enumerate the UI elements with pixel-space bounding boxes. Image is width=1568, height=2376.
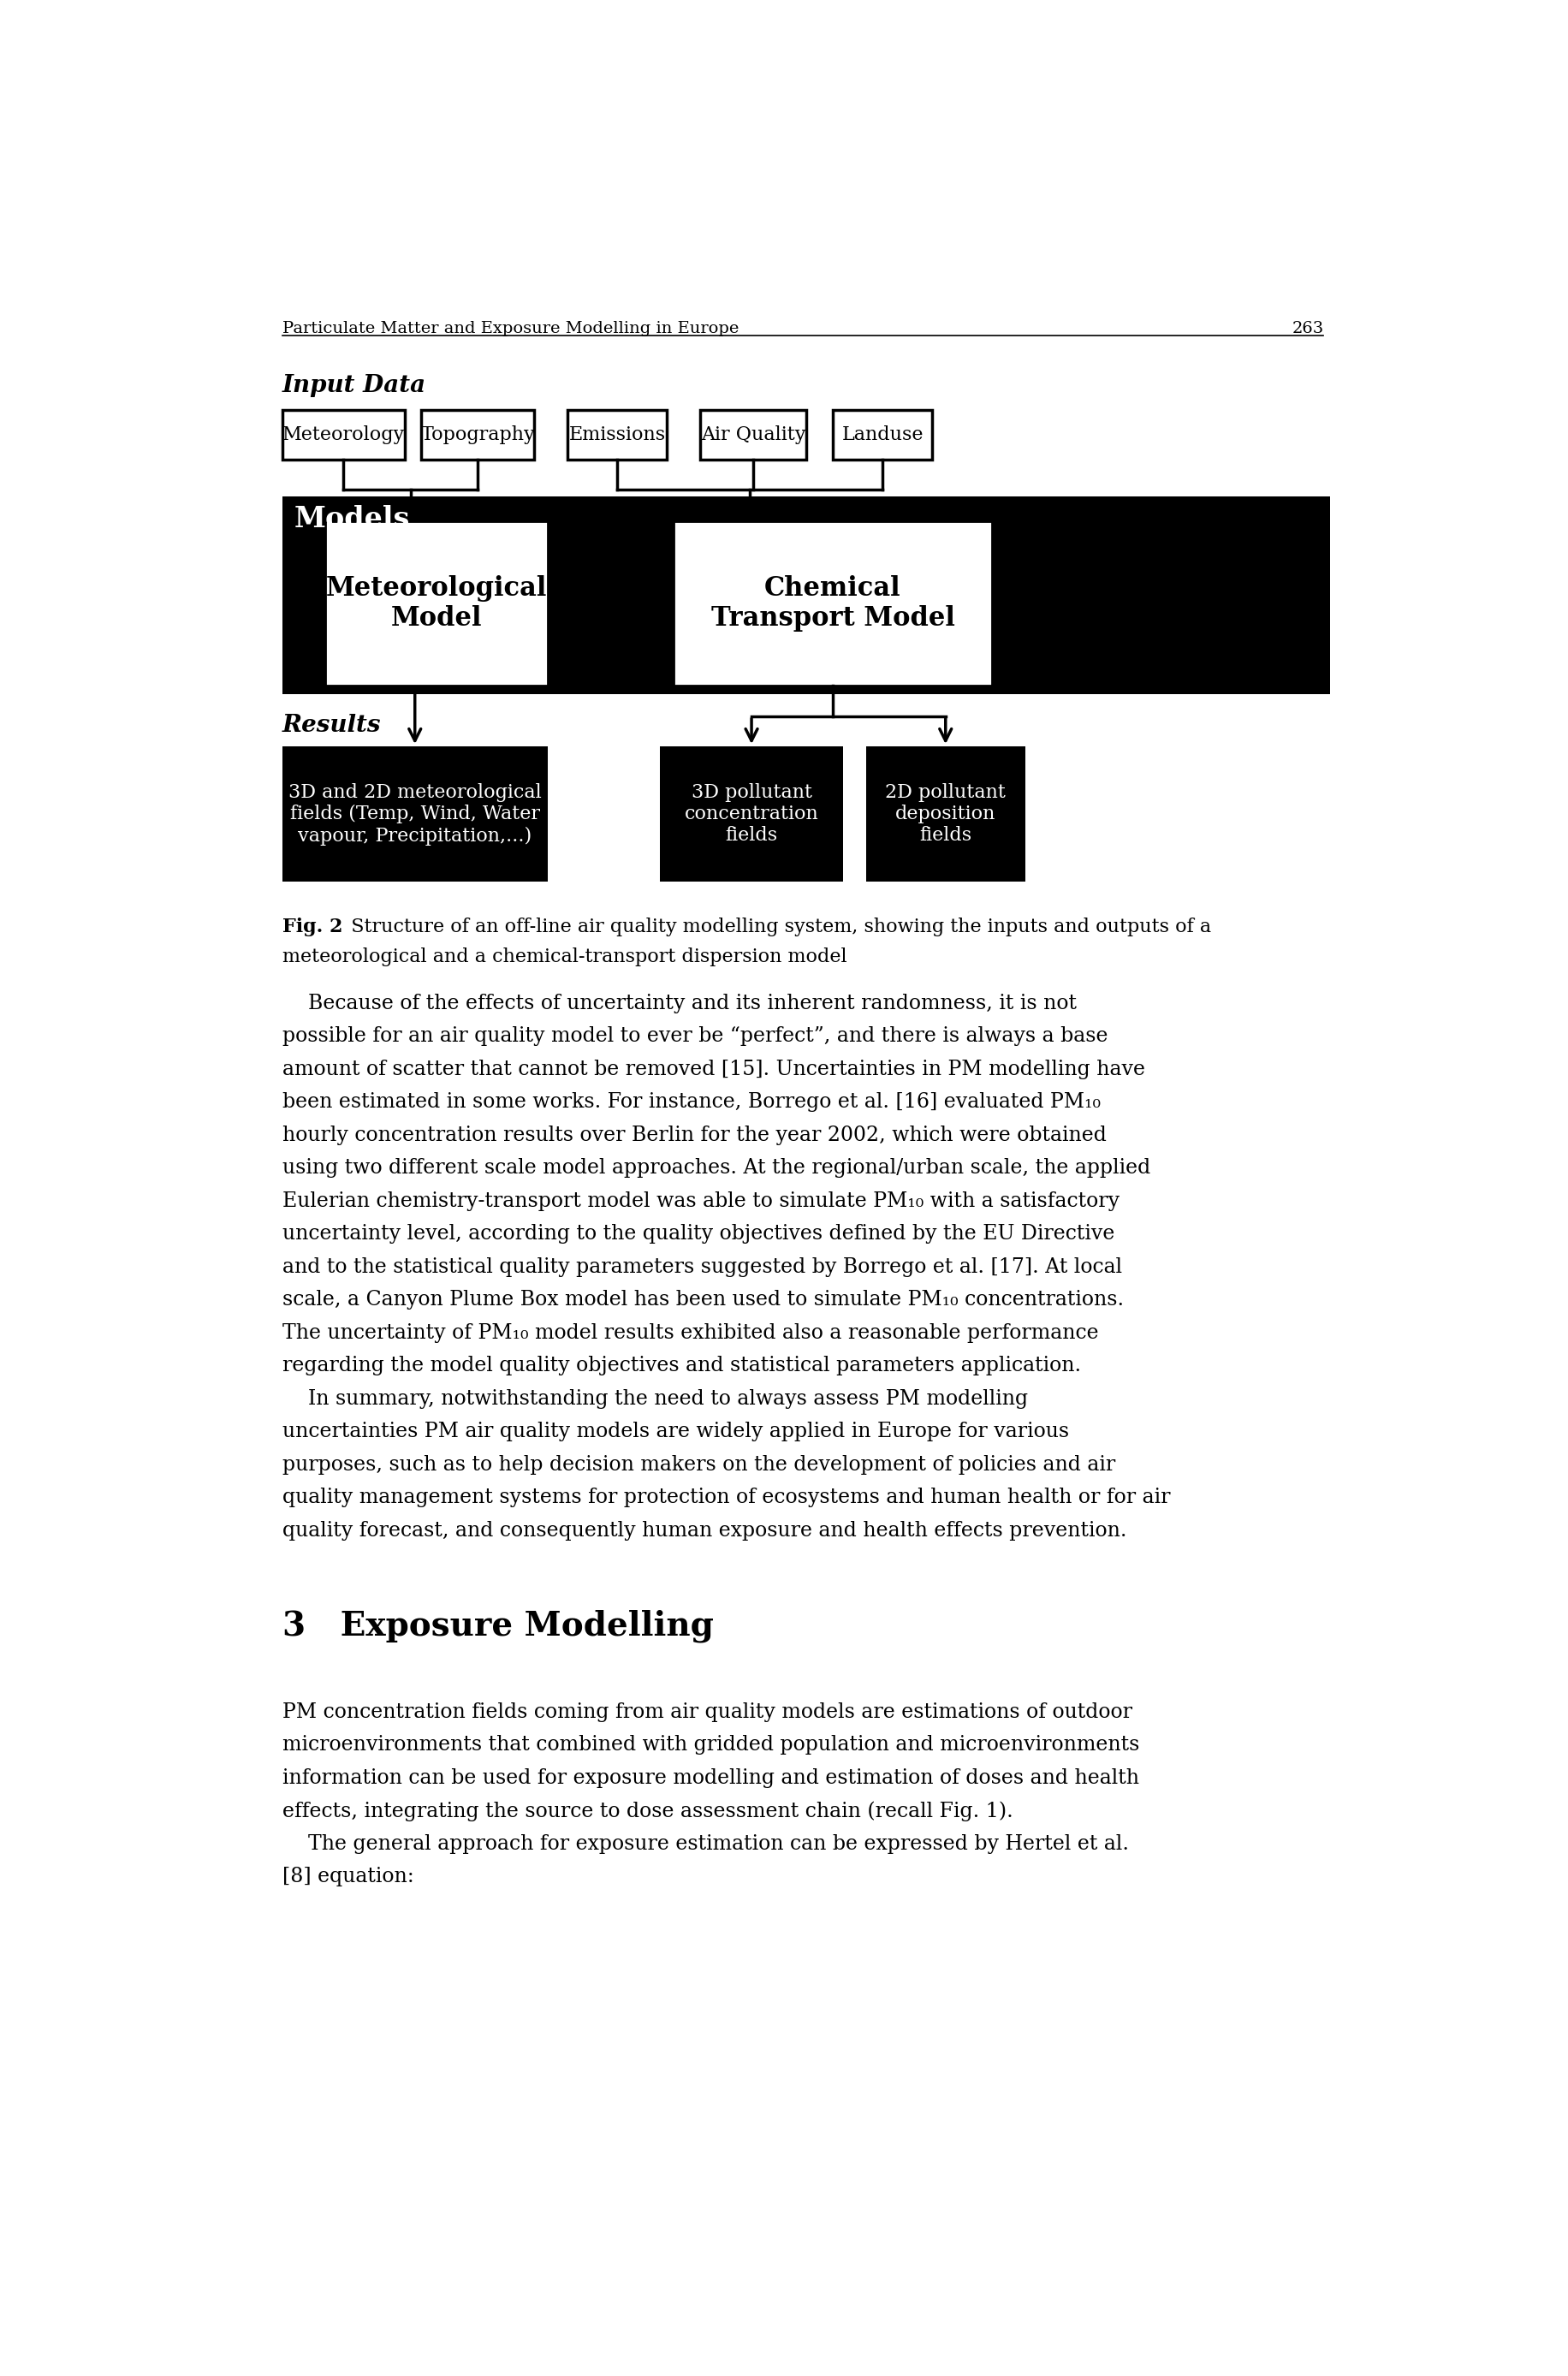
- Text: The uncertainty of PM₁₀ model results exhibited also a reasonable performance: The uncertainty of PM₁₀ model results ex…: [282, 1323, 1099, 1342]
- Text: Meteorology: Meteorology: [282, 425, 405, 444]
- Text: Structure of an off-line air quality modelling system, showing the inputs and ou: Structure of an off-line air quality mod…: [339, 917, 1210, 936]
- Text: Fig. 2: Fig. 2: [282, 917, 342, 936]
- Text: and to the statistical quality parameters suggested by Borrego et al. [17]. At l: and to the statistical quality parameter…: [282, 1257, 1123, 1276]
- Text: possible for an air quality model to ever be “perfect”, and there is always a ba: possible for an air quality model to eve…: [282, 1026, 1107, 1045]
- Text: Emissions: Emissions: [569, 425, 666, 444]
- Text: scale, a Canyon Plume Box model has been used to simulate PM₁₀ concentrations.: scale, a Canyon Plume Box model has been…: [282, 1290, 1124, 1309]
- Text: 263: 263: [1292, 321, 1323, 337]
- Text: 3D and 2D meteorological
fields (Temp, Wind, Water
vapour, Precipitation,...): 3D and 2D meteorological fields (Temp, W…: [289, 782, 541, 846]
- Text: Results: Results: [282, 713, 381, 737]
- Text: 3   Exposure Modelling: 3 Exposure Modelling: [282, 1611, 713, 1642]
- Text: 2D pollutant
deposition
fields: 2D pollutant deposition fields: [886, 782, 1005, 846]
- Text: Topography: Topography: [420, 425, 535, 444]
- Text: Landuse: Landuse: [842, 425, 924, 444]
- Text: regarding the model quality objectives and statistical parameters application.: regarding the model quality objectives a…: [282, 1357, 1080, 1376]
- Bar: [282, 411, 405, 461]
- Text: quality management systems for protection of ecosystems and human health or for : quality management systems for protectio…: [282, 1487, 1170, 1506]
- Bar: [674, 520, 993, 687]
- Text: [8] equation:: [8] equation:: [282, 1868, 414, 1887]
- Text: uncertainties PM air quality models are widely applied in Europe for various: uncertainties PM air quality models are …: [282, 1421, 1069, 1442]
- Bar: [833, 411, 933, 461]
- Text: Because of the effects of uncertainty and its inherent randomness, it is not: Because of the effects of uncertainty an…: [282, 993, 1077, 1012]
- Text: meteorological and a chemical-transport dispersion model: meteorological and a chemical-transport …: [282, 948, 847, 967]
- Bar: [325, 520, 547, 687]
- Text: hourly concentration results over Berlin for the year 2002, which were obtained: hourly concentration results over Berlin…: [282, 1126, 1107, 1145]
- Text: using two different scale model approaches. At the regional/urban scale, the app: using two different scale model approach…: [282, 1159, 1151, 1178]
- Bar: [701, 411, 806, 461]
- Text: uncertainty level, according to the quality objectives defined by the EU Directi: uncertainty level, according to the qual…: [282, 1224, 1115, 1245]
- Text: In summary, notwithstanding the need to always assess PM modelling: In summary, notwithstanding the need to …: [282, 1390, 1027, 1409]
- Text: information can be used for exposure modelling and estimation of doses and healt: information can be used for exposure mod…: [282, 1768, 1138, 1787]
- Bar: [568, 411, 666, 461]
- Text: been estimated in some works. For instance, Borrego et al. [16] evaluated PM₁₀: been estimated in some works. For instan…: [282, 1093, 1101, 1112]
- Text: 3D pollutant
concentration
fields: 3D pollutant concentration fields: [685, 782, 818, 846]
- Text: amount of scatter that cannot be removed [15]. Uncertainties in PM modelling hav: amount of scatter that cannot be removed…: [282, 1060, 1145, 1079]
- Text: Particulate Matter and Exposure Modelling in Europe: Particulate Matter and Exposure Modellin…: [282, 321, 739, 337]
- Text: Input Data: Input Data: [282, 373, 426, 397]
- Text: microenvironments that combined with gridded population and microenvironments: microenvironments that combined with gri…: [282, 1734, 1140, 1756]
- Text: Models: Models: [295, 506, 411, 535]
- Text: Meteorological
Model: Meteorological Model: [326, 575, 547, 632]
- Bar: [866, 746, 1025, 881]
- Bar: [282, 497, 1330, 694]
- Text: effects, integrating the source to dose assessment chain (recall Fig. 1).: effects, integrating the source to dose …: [282, 1801, 1013, 1820]
- Text: Air Quality: Air Quality: [701, 425, 806, 444]
- Text: The general approach for exposure estimation can be expressed by Hertel et al.: The general approach for exposure estima…: [282, 1834, 1129, 1853]
- Bar: [660, 746, 842, 881]
- Bar: [282, 746, 547, 881]
- Text: Eulerian chemistry-transport model was able to simulate PM₁₀ with a satisfactory: Eulerian chemistry-transport model was a…: [282, 1190, 1120, 1212]
- Text: purposes, such as to help decision makers on the development of policies and air: purposes, such as to help decision maker…: [282, 1454, 1115, 1475]
- Text: quality forecast, and consequently human exposure and health effects prevention.: quality forecast, and consequently human…: [282, 1521, 1126, 1540]
- Text: Chemical
Transport Model: Chemical Transport Model: [710, 575, 955, 632]
- Text: PM concentration fields coming from air quality models are estimations of outdoo: PM concentration fields coming from air …: [282, 1701, 1132, 1723]
- Bar: [422, 411, 535, 461]
